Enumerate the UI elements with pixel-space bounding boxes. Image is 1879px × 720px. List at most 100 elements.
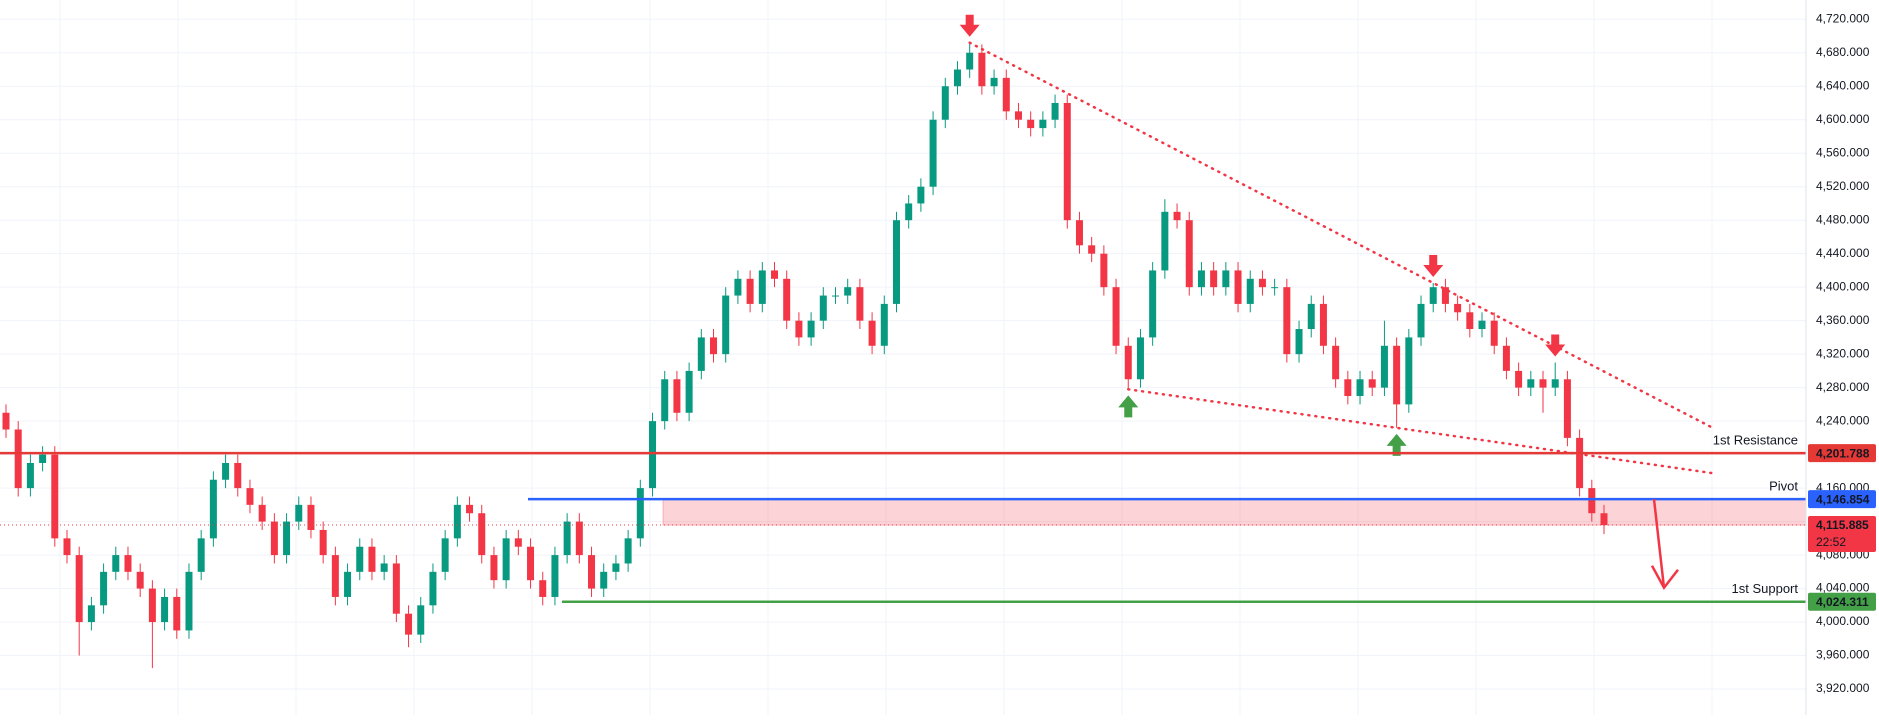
candle-body	[1368, 379, 1376, 388]
candle-body	[1588, 488, 1596, 514]
candle-body	[856, 287, 864, 321]
candle-body	[551, 555, 559, 597]
candle-body	[124, 555, 132, 572]
price-tag	[1808, 444, 1876, 463]
candle-body	[1027, 119, 1035, 129]
candle-body	[710, 337, 718, 355]
candle-body	[14, 429, 22, 489]
candle-body	[222, 462, 230, 480]
candle-body	[1417, 303, 1425, 338]
candle-body	[429, 571, 437, 606]
candle-body	[661, 379, 669, 422]
candle-body	[612, 563, 620, 572]
projection-arrow	[1652, 498, 1666, 588]
candle-body	[1405, 337, 1413, 405]
candle-body	[844, 287, 852, 296]
candle-body	[527, 546, 535, 581]
y-tick-label: 4,400.000	[1816, 279, 1870, 293]
candle-body	[368, 546, 376, 572]
candle-body	[1136, 337, 1144, 380]
candle-body	[953, 69, 961, 87]
level-name: Pivot	[1769, 479, 1798, 494]
candle-body	[392, 563, 400, 614]
candle-body	[478, 513, 486, 556]
candle-body	[1551, 379, 1559, 388]
arrow-marker	[1423, 254, 1444, 277]
candle-body	[563, 521, 571, 556]
y-tick-label: 4,600.000	[1816, 112, 1870, 126]
y-tick-label: 4,280.000	[1816, 380, 1870, 394]
candle-body	[978, 52, 986, 87]
candle-body	[990, 77, 998, 87]
candle-body	[441, 538, 449, 572]
candle-body	[26, 462, 34, 489]
candle-body	[624, 538, 632, 564]
y-tick-label: 4,640.000	[1816, 78, 1870, 92]
upper-trendline	[968, 41, 1717, 431]
candle-body	[892, 220, 900, 304]
candle-body	[283, 521, 291, 556]
candle-body	[1283, 287, 1291, 355]
candle-body	[1112, 287, 1120, 346]
level-name: 1st Resistance	[1713, 433, 1798, 448]
y-tick-label: 4,720.000	[1816, 11, 1870, 25]
last-price-tag	[1808, 516, 1876, 553]
candle-body	[307, 504, 315, 530]
candle-body	[1234, 270, 1242, 304]
candle-body	[1149, 270, 1157, 338]
candle-body	[2, 412, 10, 430]
candle-body	[722, 295, 730, 355]
lower-trendline	[1127, 388, 1717, 475]
candle-body	[1161, 211, 1169, 271]
candle-body	[490, 555, 498, 581]
level-name: 1st Support	[1732, 581, 1799, 596]
y-tick-label: 4,040.000	[1816, 581, 1870, 595]
candle-body	[466, 504, 474, 514]
candle-body	[319, 529, 327, 556]
candle-body	[1393, 345, 1401, 405]
candle-body	[1502, 345, 1510, 371]
arrow-marker	[1386, 433, 1407, 456]
candle-body	[331, 555, 339, 597]
candle-body	[1210, 270, 1218, 288]
candle-body	[1539, 379, 1547, 388]
projection-arrow-head	[1650, 565, 1679, 590]
arrow-marker	[1545, 334, 1566, 357]
candle-body	[1002, 77, 1010, 112]
y-tick-label: 4,000.000	[1816, 614, 1870, 628]
candle-body	[234, 462, 242, 489]
candle-body	[941, 86, 949, 120]
candle-body	[1490, 320, 1498, 346]
candle-body	[746, 278, 754, 304]
candle-body	[758, 270, 766, 304]
candle-body	[673, 379, 681, 413]
candle-body	[1454, 303, 1462, 313]
candle-body	[1344, 379, 1352, 397]
candle-body	[39, 454, 47, 463]
candle-body	[405, 613, 413, 635]
y-tick-label: 3,920.000	[1816, 681, 1870, 695]
countdown: 22:52	[1816, 535, 1846, 549]
y-tick-label: 3,960.000	[1816, 648, 1870, 662]
candle-body	[649, 421, 657, 489]
candle-body	[185, 571, 193, 631]
candle-body	[258, 504, 266, 522]
candle-body	[880, 303, 888, 346]
candle-body	[807, 320, 815, 338]
candle-body	[1051, 102, 1059, 120]
candle-body	[1173, 211, 1181, 221]
candle-body	[868, 320, 876, 346]
candle-body	[270, 521, 278, 556]
price-tag	[1808, 592, 1876, 611]
candle-body	[783, 278, 791, 321]
candle-body	[1332, 345, 1340, 380]
candle-body	[1441, 287, 1449, 304]
y-tick-label: 4,360.000	[1816, 313, 1870, 327]
arrow-marker	[959, 14, 980, 37]
candle-body	[1075, 220, 1083, 246]
candle-body	[966, 52, 974, 70]
candle-body	[575, 521, 583, 556]
candle-body	[197, 538, 205, 572]
candle-body	[697, 337, 705, 371]
candle-body	[87, 605, 95, 623]
